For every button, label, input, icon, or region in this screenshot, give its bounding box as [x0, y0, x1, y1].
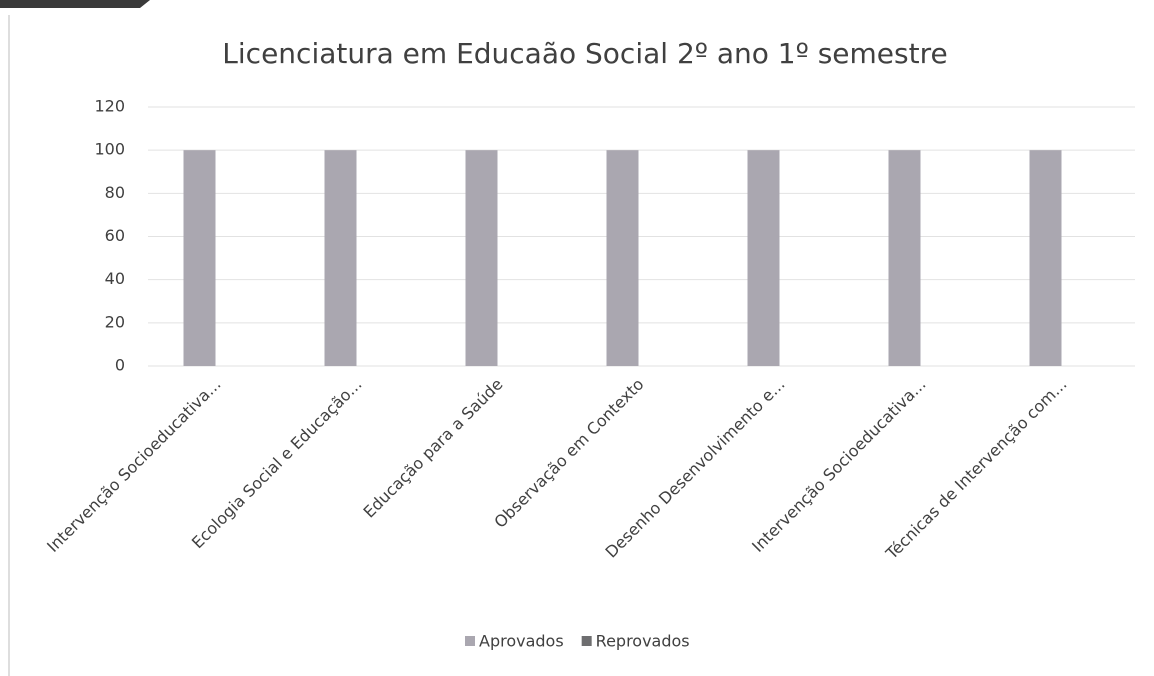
legend-label: Reprovados — [596, 632, 690, 651]
legend-swatch — [465, 636, 475, 646]
bar — [465, 150, 498, 366]
y-tick-label: 20 — [105, 312, 125, 331]
bar — [1029, 150, 1062, 366]
legend-swatch — [581, 636, 592, 646]
y-tick-label: 60 — [105, 226, 125, 245]
y-tick-label: 100 — [94, 140, 125, 159]
y-tick-label: 0 — [115, 356, 125, 375]
legend-label: Aprovados — [479, 632, 564, 651]
corner-tab — [0, 0, 150, 8]
bar — [606, 150, 639, 366]
y-tick-label: 120 — [94, 97, 125, 116]
y-tick-label: 80 — [105, 183, 125, 202]
bar — [747, 150, 780, 366]
bar — [888, 150, 921, 366]
bar — [183, 150, 216, 366]
chart-title: Licenciatura em Educaão Social 2º ano 1º… — [222, 37, 947, 70]
y-tick-label: 40 — [105, 269, 125, 288]
bar — [324, 150, 357, 366]
